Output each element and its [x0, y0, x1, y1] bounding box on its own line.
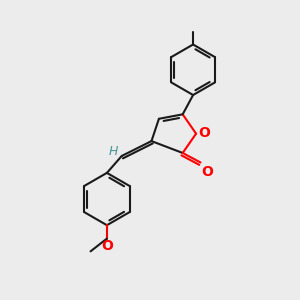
Text: H: H: [109, 145, 118, 158]
Text: O: O: [198, 126, 210, 140]
Text: O: O: [201, 165, 213, 179]
Text: O: O: [101, 238, 113, 253]
